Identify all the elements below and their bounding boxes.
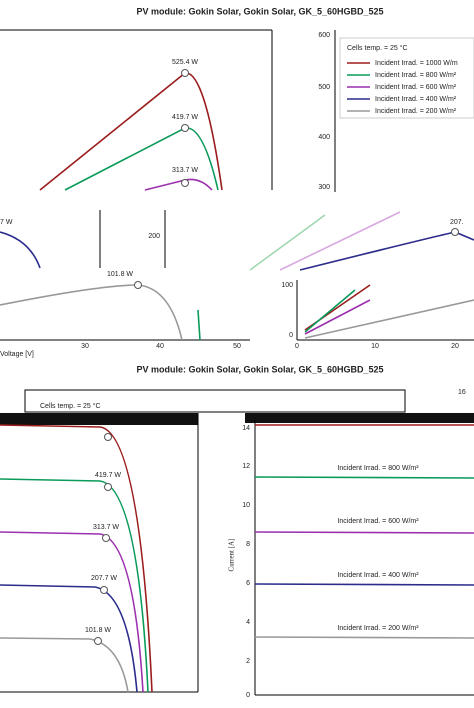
y-tick-label: 14 — [242, 425, 250, 432]
curve-label: Incident Irrad. = 400 W/m² — [337, 572, 419, 579]
y-tick-label: 10 — [242, 502, 250, 509]
iv-800 — [254, 476, 474, 479]
y-tick-label: 100 — [281, 282, 293, 289]
x-tick-label: 40 — [156, 343, 164, 350]
mpp-marker — [94, 637, 102, 645]
peak-label: 101.8 W — [85, 627, 111, 634]
mpp-marker — [102, 534, 110, 542]
curve-600 — [144, 178, 213, 191]
y-tick-label: 0 — [289, 332, 293, 339]
fragment: 207. — [450, 219, 464, 226]
y-tick-label: 200 — [148, 233, 160, 240]
peak-label: 101.8 W — [107, 271, 133, 278]
y-tick-label: 12 — [242, 463, 250, 470]
iv-200 — [0, 637, 129, 693]
x-axis-label: Voltage [V] — [0, 351, 34, 358]
curve-fragment — [304, 299, 371, 335]
curve-label: Incident Irrad. = 800 W/m² — [337, 465, 419, 472]
iv-800 — [0, 478, 149, 693]
legend — [339, 37, 474, 119]
peak-marker — [181, 179, 189, 187]
x-tick-label: 30 — [81, 343, 89, 350]
curve-fragment — [197, 309, 201, 341]
peak-label: 313.7 W — [172, 167, 198, 174]
legend-entry: Incident Irrad. = 600 W/m² — [375, 84, 457, 91]
curve-200 — [0, 284, 183, 341]
peak-marker — [451, 228, 459, 236]
y-tick-label: 2 — [246, 658, 250, 665]
iv-400 — [0, 584, 138, 693]
top-title: PV module: Gokin Solar, Gokin Solar, GK_… — [136, 6, 383, 16]
legend-title: Cells temp. = 25 °C — [347, 44, 408, 52]
fragment: 16 — [458, 389, 466, 396]
curve-label: Incident Irrad. = 600 W/m² — [337, 518, 419, 525]
peak-label: 207.7 W — [91, 575, 117, 582]
y-tick-label: 4 — [246, 619, 250, 626]
y-axis-label: Current [A] — [228, 539, 236, 572]
x-tick-label: 20 — [451, 343, 459, 350]
iv-1000 — [0, 424, 153, 693]
x-tick-label: 50 — [233, 343, 241, 350]
legend-title: Cells temp. = 25 °C — [40, 402, 101, 410]
mpp-marker — [104, 483, 112, 491]
y-tick-label: 6 — [246, 580, 250, 587]
peak-label: 419.7 W — [95, 472, 121, 479]
curve-fragment — [249, 214, 326, 271]
legend-entry: Incident Irrad. = 1000 W/m — [375, 60, 458, 67]
curve-fragment — [304, 299, 474, 339]
mpp-marker — [104, 433, 112, 441]
peak-marker — [181, 69, 189, 77]
legend-box — [24, 389, 406, 413]
x-tick-label: 10 — [371, 343, 379, 350]
y-tick-label: 300 — [318, 184, 330, 191]
iv-400 — [254, 583, 474, 586]
x-tick-label: 0 — [295, 343, 299, 350]
y-tick-label: 8 — [246, 541, 250, 548]
curve-400 — [299, 231, 474, 271]
bottom-title: PV module: Gokin Solar, Gokin Solar, GK_… — [136, 364, 383, 374]
peak-label: 419.7 W — [172, 114, 198, 121]
curve-fragment — [304, 289, 356, 333]
iv-600 — [254, 531, 474, 534]
curve-800 — [64, 127, 219, 191]
peak-marker — [134, 281, 142, 289]
curve-fragment — [279, 211, 401, 271]
iv-200 — [254, 636, 474, 639]
curve-label: Incident Irrad. = 200 W/m² — [337, 625, 419, 632]
peak-label: 313.7 W — [93, 524, 119, 531]
legend-entry: Incident Irrad. = 800 W/m² — [375, 72, 457, 79]
y-tick-label: 600 — [318, 32, 330, 39]
fragment: 7 W — [0, 219, 13, 226]
peak-label: 525.4 W — [172, 59, 198, 66]
curve-400 — [0, 231, 41, 269]
y-tick-label: 0 — [246, 692, 250, 699]
y-tick-label: 500 — [318, 84, 330, 91]
peak-marker — [181, 124, 189, 132]
y-tick-label: 400 — [318, 134, 330, 141]
black-bar — [245, 413, 474, 423]
legend-entry: Incident Irrad. = 400 W/m² — [375, 96, 457, 103]
legend-entry: Incident Irrad. = 200 W/m² — [375, 108, 457, 115]
black-bar — [0, 413, 198, 425]
mpp-marker — [100, 586, 108, 594]
